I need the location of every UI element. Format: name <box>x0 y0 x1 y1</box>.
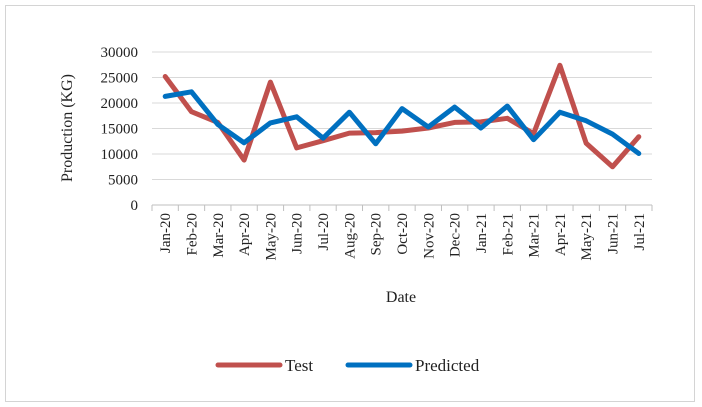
y-tick-label: 25000 <box>101 71 139 87</box>
y-tick-label: 0 <box>131 198 139 214</box>
y-tick-label: 10000 <box>101 147 139 163</box>
y-tick-label: 20000 <box>101 96 139 112</box>
x-tick-label: Jun-21 <box>606 213 622 254</box>
x-tick-label: Aug-20 <box>342 213 358 259</box>
y-tick-label: 5000 <box>108 173 138 189</box>
legend-label-test: Test <box>285 356 313 375</box>
x-tick-label: Apr-21 <box>553 213 569 256</box>
gridlines <box>152 51 652 180</box>
x-tick-label: Feb-21 <box>500 213 516 256</box>
x-tick-label: Feb-20 <box>184 213 200 256</box>
x-tick-label: Jan-20 <box>158 213 174 253</box>
legend-label-predicted: Predicted <box>415 356 480 375</box>
x-tick-label: Jul-20 <box>316 213 332 251</box>
x-tick-label: May-21 <box>579 213 595 261</box>
y-axis-ticks: 0 5000 10000 15000 20000 25000 30000 <box>101 45 139 214</box>
x-tick-label: Jul-21 <box>632 213 648 251</box>
series-line-predicted <box>162 89 642 156</box>
x-tick-label: Mar-20 <box>211 213 227 258</box>
x-tick-label: Nov-20 <box>421 213 437 259</box>
series-line-test <box>162 62 642 170</box>
x-axis <box>151 204 653 211</box>
x-tick-label: Oct-20 <box>395 213 411 255</box>
x-axis-ticks: Jan-20 Feb-20 Mar-20 Apr-20 May-20 Jun-20 Jul-… <box>158 213 648 261</box>
y-tick-label: 30000 <box>101 45 139 61</box>
series-lines <box>162 62 642 170</box>
chart-frame <box>5 5 695 402</box>
legend: Test Predicted <box>215 356 480 375</box>
x-tick-label: Sep-20 <box>369 213 385 256</box>
x-tick-label: Apr-20 <box>237 213 253 256</box>
x-tick-label: Mar-21 <box>527 213 543 258</box>
x-tick-label: May-20 <box>263 213 279 261</box>
x-tick-label: Jun-20 <box>290 213 306 254</box>
y-axis-title: Production (KG) <box>59 74 76 182</box>
x-tick-label: Dec-20 <box>448 213 464 257</box>
x-tick-label: Jan-21 <box>474 213 490 253</box>
y-tick-label: 15000 <box>101 122 139 138</box>
x-axis-title: Date <box>386 289 416 306</box>
